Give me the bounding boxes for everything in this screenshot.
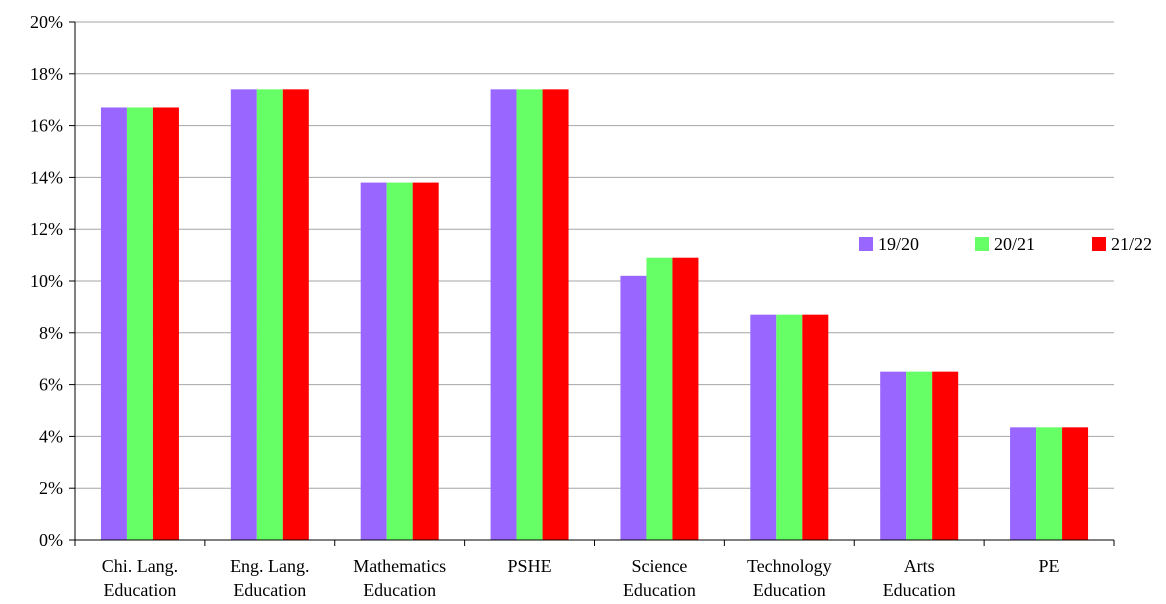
legend: 19/20 20/21 21/22 — [859, 234, 1152, 254]
bar-19-20-1 — [230, 89, 257, 540]
legend-label: 20/21 — [994, 234, 1035, 254]
bar-20-21-7 — [1036, 427, 1063, 540]
legend-swatch — [859, 237, 873, 251]
bar-20-21-3 — [516, 89, 543, 540]
legend-swatch — [1092, 237, 1106, 251]
y-tick-label: 14% — [30, 167, 63, 187]
bar-20-21-4 — [646, 257, 673, 540]
legend-swatch — [975, 237, 989, 251]
bar-21-22-2 — [412, 182, 439, 540]
x-category-label: PE — [1039, 556, 1060, 576]
x-category-label: PSHE — [508, 556, 552, 576]
bar-19-20-4 — [620, 275, 647, 540]
x-category-label-line: PE — [1039, 556, 1060, 576]
x-category-label-line: Education — [623, 580, 696, 600]
x-category-label-line: Education — [753, 580, 826, 600]
y-tick-label: 6% — [39, 375, 63, 395]
x-category-label-line: Mathematics — [353, 556, 446, 576]
x-category-label: Chi. Lang. Education — [102, 556, 179, 600]
bar-21-22-3 — [542, 89, 569, 540]
axes — [69, 21, 1115, 546]
bar-21-22-0 — [152, 107, 179, 540]
x-category-label: Mathematics Education — [353, 556, 446, 600]
x-category-label-line: Arts — [904, 556, 935, 576]
y-tick-label: 20% — [30, 12, 63, 32]
bar-19-20-7 — [1010, 427, 1037, 540]
bar-19-20-0 — [100, 107, 127, 540]
x-category-label-line: PSHE — [508, 556, 552, 576]
x-category-label: Arts Education — [883, 556, 956, 600]
bar-21-22-6 — [932, 371, 959, 540]
legend-label: 21/22 — [1111, 234, 1152, 254]
x-category-label-line: Science — [631, 556, 687, 576]
y-tick-label: 18% — [30, 64, 63, 84]
x-category-label-line: Education — [883, 580, 956, 600]
x-category-label: Technology Education — [747, 556, 832, 600]
x-category-label: Eng. Lang. Education — [230, 556, 309, 600]
bar-19-20-2 — [360, 182, 387, 540]
bar-21-22-1 — [282, 89, 309, 540]
x-category-label-line: Technology — [747, 556, 832, 576]
y-tick-label: 0% — [39, 530, 63, 550]
bar-20-21-6 — [906, 371, 933, 540]
legend-label: 19/20 — [878, 234, 919, 254]
x-category-label-line: Eng. Lang. — [230, 556, 309, 576]
x-category-label-line: Education — [363, 580, 436, 600]
bar-19-20-6 — [880, 371, 907, 540]
bar-20-21-1 — [256, 89, 283, 540]
x-category-label-line: Education — [103, 580, 176, 600]
bar-21-22-4 — [672, 257, 699, 540]
y-axis-ticks: 0% 2% 4% 6% 8% 10% 12% 14% 16% 18% 20% — [30, 12, 63, 550]
bar-19-20-3 — [490, 89, 517, 540]
x-category-label-line: Chi. Lang. — [102, 556, 179, 576]
bar-19-20-5 — [750, 314, 777, 540]
bar-20-21-5 — [776, 314, 803, 540]
y-tick-label: 10% — [30, 271, 63, 291]
y-tick-label: 8% — [39, 323, 63, 343]
y-tick-label: 2% — [39, 478, 63, 498]
y-tick-label: 16% — [30, 116, 63, 136]
x-category-label: Science Education — [623, 556, 696, 600]
bar-21-22-7 — [1062, 427, 1089, 540]
bar-21-22-5 — [802, 314, 829, 540]
bars — [100, 89, 1089, 540]
x-category-label-line: Education — [233, 580, 306, 600]
bar-20-21-2 — [386, 182, 413, 540]
y-tick-label: 4% — [39, 426, 63, 446]
bar-20-21-0 — [126, 107, 153, 540]
y-tick-label: 12% — [30, 219, 63, 239]
